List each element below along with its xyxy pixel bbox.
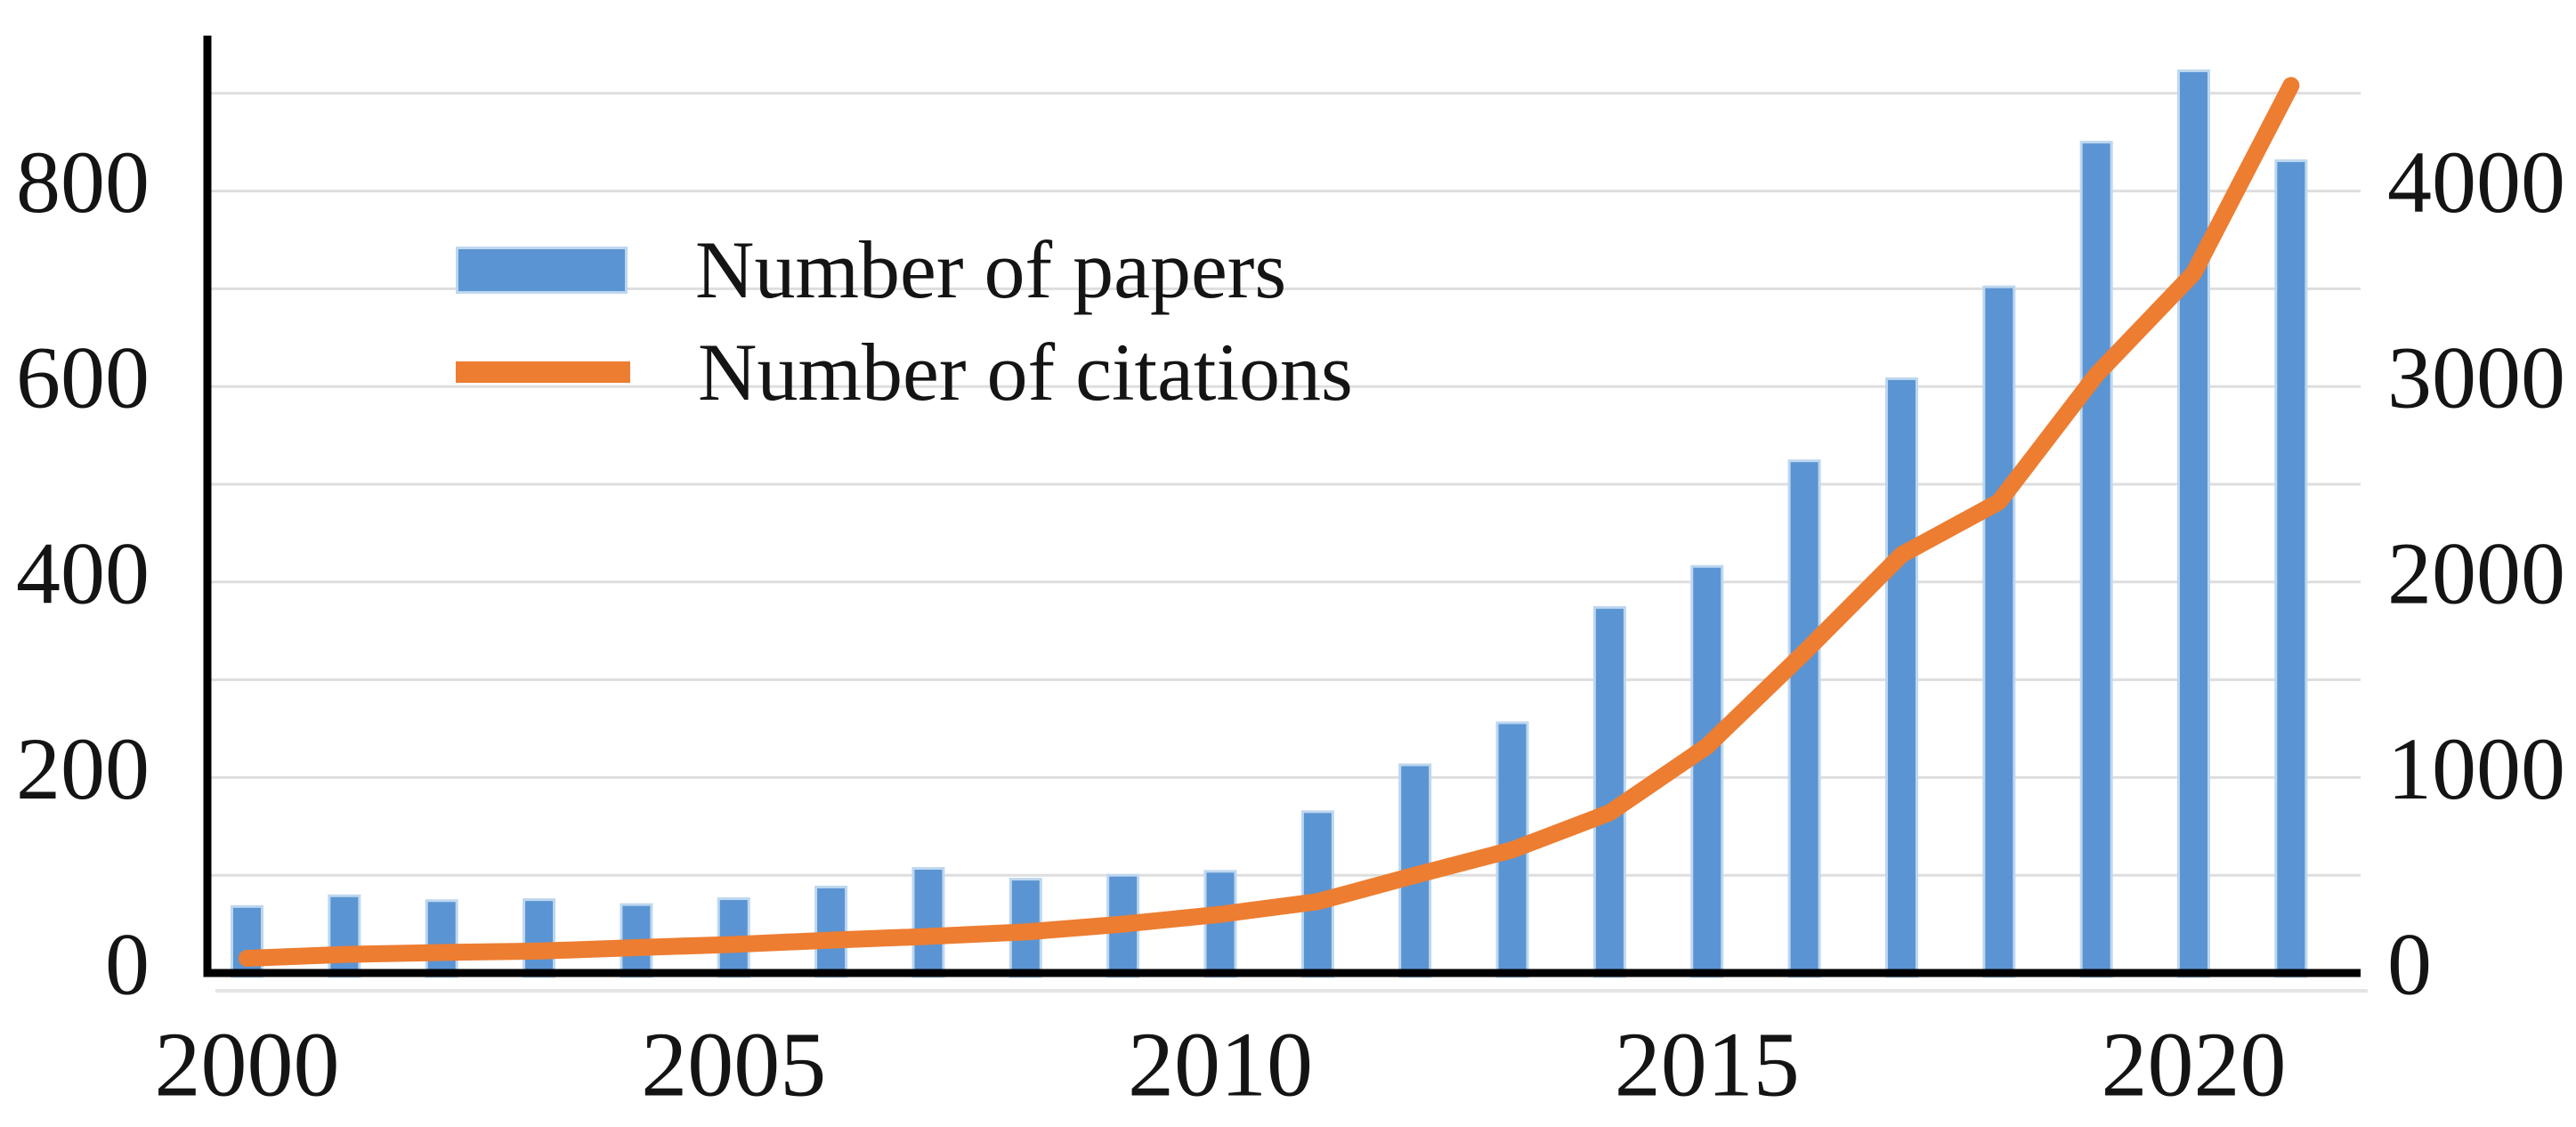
y-right-tick-1000: 1000 [2387, 719, 2565, 818]
y-left-tick-800: 800 [16, 133, 150, 231]
legend-label-papers: Number of papers [695, 224, 1287, 315]
y-left-tick-200: 200 [16, 719, 150, 818]
bar-2017 [1884, 377, 1918, 978]
bar-2019 [2079, 141, 2113, 978]
bar-2021 [2274, 159, 2308, 978]
y-right-tick-0: 0 [2387, 915, 2432, 1014]
bar-2007 [911, 867, 945, 978]
y-left-tick-600: 600 [16, 328, 150, 427]
bar-2014 [1592, 605, 1626, 978]
y-right-tick-3000: 3000 [2387, 328, 2565, 427]
legend-item-citations: Number of citations [456, 331, 1353, 413]
x-axis-line [203, 969, 2361, 977]
legend-bar-swatch-icon [456, 246, 628, 294]
y-right-tick-2000: 2000 [2387, 523, 2565, 622]
bar-2015 [1690, 564, 1724, 978]
citations-line [239, 77, 2300, 968]
bar-2010 [1203, 870, 1237, 978]
legend-item-papers: Number of papers [456, 229, 1286, 311]
bar-2018 [1982, 285, 2016, 978]
y-left-tick-0: 0 [105, 915, 150, 1014]
x-tick-2015: 2015 [1615, 1014, 1800, 1116]
bar-2002 [425, 899, 458, 978]
legend-line-swatch-icon [456, 361, 630, 383]
x-tick-2005: 2005 [641, 1014, 826, 1116]
bar-2001 [328, 894, 361, 978]
x-tick-2020: 2020 [2102, 1014, 2287, 1116]
y-left-axis-line [203, 36, 212, 977]
bar-2020 [2177, 69, 2210, 978]
x-tick-2000: 2000 [155, 1014, 340, 1116]
x-tick-2010: 2010 [1128, 1014, 1313, 1116]
legend-label-citations: Number of citations [698, 327, 1353, 418]
bar-2003 [522, 898, 556, 978]
y-left-tick-400: 400 [16, 523, 150, 622]
y-right-tick-4000: 4000 [2387, 133, 2565, 231]
bar-2016 [1787, 459, 1821, 978]
